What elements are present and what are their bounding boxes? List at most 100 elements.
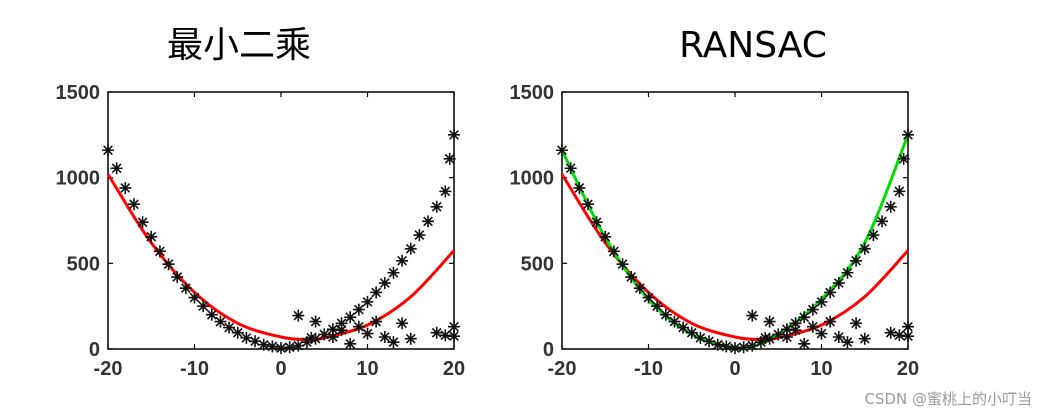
x-tick-label: 20 xyxy=(897,358,919,380)
y-tick-label: 0 xyxy=(89,339,100,361)
data-point xyxy=(590,216,603,229)
watermark: CSDN @蜜桃上的小叮当 xyxy=(864,390,1032,408)
data-point xyxy=(110,162,123,175)
fit-line-1 xyxy=(560,134,910,349)
data-point xyxy=(430,200,443,213)
data-point xyxy=(780,331,793,344)
data-point xyxy=(694,331,707,344)
data-point xyxy=(352,320,365,333)
data-point xyxy=(231,326,244,339)
data-point xyxy=(599,230,612,243)
plot-frame xyxy=(561,91,909,350)
data-point xyxy=(188,291,201,304)
data-point xyxy=(214,315,227,328)
data-point xyxy=(841,336,854,349)
data-point xyxy=(326,323,339,336)
data-point xyxy=(396,254,409,267)
data-point xyxy=(850,254,863,267)
data-point xyxy=(448,330,460,343)
x-tick-label: 0 xyxy=(729,358,740,380)
data-point xyxy=(102,144,114,157)
data-point xyxy=(858,332,871,345)
y-tick-label: 500 xyxy=(67,253,100,275)
data-point xyxy=(387,266,400,279)
data-point xyxy=(703,335,716,348)
data-point xyxy=(305,331,318,344)
data-point xyxy=(897,152,910,165)
data-point xyxy=(832,277,845,290)
x-tick-label: -20 xyxy=(548,358,577,380)
data-point xyxy=(798,311,811,324)
data-point xyxy=(171,271,184,284)
y-tick-label: 1000 xyxy=(56,168,101,190)
data-point xyxy=(902,330,914,343)
plot-frame xyxy=(107,91,455,350)
data-point xyxy=(387,336,400,349)
data-point xyxy=(815,295,828,308)
data-point xyxy=(309,315,322,328)
data-point xyxy=(668,315,681,328)
data-point xyxy=(884,200,897,213)
data-point xyxy=(448,128,460,141)
data-point xyxy=(763,315,776,328)
data-point xyxy=(642,291,655,304)
chart-title-least-squares: 最小二乘 xyxy=(167,25,311,66)
data-point xyxy=(309,332,322,345)
data-point xyxy=(806,303,819,316)
data-point xyxy=(841,266,854,279)
data-point xyxy=(902,320,914,333)
data-point xyxy=(404,242,417,255)
data-point xyxy=(832,331,845,344)
data-point xyxy=(197,300,210,313)
data-point xyxy=(352,303,365,316)
data-point xyxy=(335,324,348,337)
data-point xyxy=(266,340,279,353)
data-point xyxy=(292,339,305,352)
data-point xyxy=(902,128,914,141)
data-point xyxy=(179,282,192,295)
data-point xyxy=(119,181,132,194)
data-point xyxy=(556,144,568,157)
data-point xyxy=(824,286,837,299)
data-point xyxy=(806,320,819,333)
data-point xyxy=(318,328,331,341)
data-point xyxy=(893,329,906,342)
data-point xyxy=(711,338,724,351)
data-point xyxy=(344,337,357,350)
data-point xyxy=(153,245,166,258)
data-point xyxy=(396,317,409,330)
data-point xyxy=(746,309,759,322)
y-tick-label: 1500 xyxy=(56,82,101,104)
x-tick-label: 10 xyxy=(810,358,832,380)
data-point xyxy=(413,229,426,242)
data-point xyxy=(223,321,236,334)
data-point xyxy=(127,198,140,211)
data-point xyxy=(361,295,374,308)
data-point xyxy=(404,332,417,345)
data-point xyxy=(763,332,776,345)
data-point xyxy=(780,323,793,336)
data-point xyxy=(789,324,802,337)
data-point xyxy=(876,215,889,228)
x-tick-label: -10 xyxy=(180,358,209,380)
chart-least-squares: 最小二乘 -20 -10 0 10 20 0 500 1000 1500 xyxy=(56,25,466,380)
data-point xyxy=(205,308,218,321)
y-tick-label: 500 xyxy=(521,253,554,275)
data-point xyxy=(850,317,863,330)
data-point xyxy=(651,300,664,313)
x-tick-label: 0 xyxy=(275,358,286,380)
data-point xyxy=(798,337,811,350)
data-point xyxy=(361,327,374,340)
data-point xyxy=(616,258,629,271)
chart-ransac: RANSAC -20 -10 0 10 20 0 500 1000 1500 xyxy=(510,25,920,380)
data-point xyxy=(867,229,880,242)
data-point xyxy=(448,320,460,333)
data-point xyxy=(136,216,149,229)
data-point xyxy=(737,341,750,354)
data-point xyxy=(573,181,586,194)
data-point xyxy=(789,317,802,330)
data-point xyxy=(772,328,785,341)
data-point xyxy=(439,185,452,198)
data-point xyxy=(257,338,270,351)
